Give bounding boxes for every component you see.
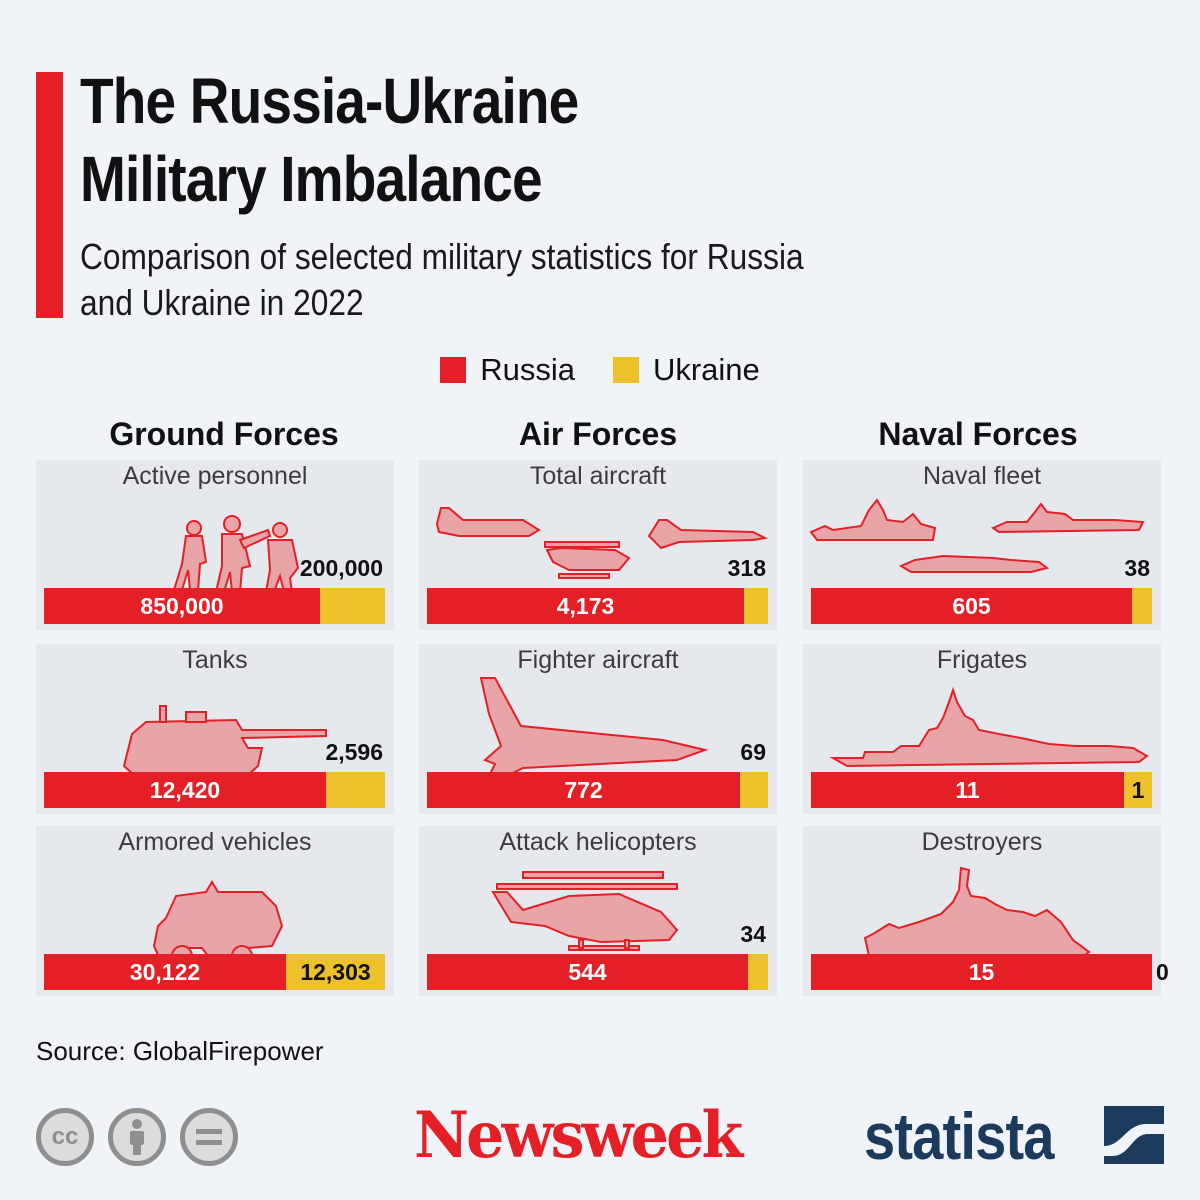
value-label-russia: 850,000	[140, 593, 224, 619]
title-accent-bar	[36, 72, 63, 318]
group-heading-naval: Naval Forces	[878, 416, 1078, 452]
bar-segment-russia	[44, 772, 326, 808]
legend: Russia Ukraine	[0, 352, 1200, 388]
stacked-bar: 12,420 2,596	[44, 739, 385, 808]
value-label-ukraine: 200,000	[299, 555, 383, 581]
bar-segment-ukraine	[744, 588, 768, 624]
bar-segment-ukraine	[320, 588, 385, 624]
bar-segment-ukraine	[1132, 588, 1152, 624]
value-label-russia: 15	[968, 959, 995, 985]
value-label-russia: 4,173	[556, 593, 615, 619]
metric-label: Destroyers	[921, 828, 1043, 856]
title-line-1: The Russia-Ukraine	[80, 65, 579, 137]
no-derivatives-icon	[180, 1108, 238, 1166]
value-label-ukraine: 0	[1156, 959, 1169, 985]
stacked-bar: 605 38	[811, 555, 1152, 624]
value-label-russia: 772	[564, 777, 603, 803]
stacked-bar: 30,122 12,303	[44, 954, 385, 990]
bar-segment-russia	[44, 954, 286, 990]
value-label-russia: 544	[568, 959, 607, 985]
metric-label: Frigates	[936, 646, 1028, 674]
bar-segment-ukraine	[740, 772, 768, 808]
value-label-ukraine: 69	[740, 739, 766, 765]
value-label-ukraine: 318	[727, 555, 766, 581]
value-label-ukraine: 34	[740, 921, 766, 947]
value-label-russia: 30,122	[129, 959, 201, 985]
panel-ground-armored-vehicles: Armored vehicles 30,122 12,303	[36, 826, 394, 996]
title-line-2: Military Imbalance	[80, 143, 543, 215]
bar-segment-ukraine	[748, 954, 768, 990]
bar-segment-ukraine	[1124, 772, 1152, 808]
equals-icon	[196, 1129, 222, 1145]
bar-segment-russia	[811, 588, 1132, 624]
silhouette-naval-0-icon	[809, 498, 1145, 573]
panel-naval-destroyers: Destroyers 15 0	[803, 826, 1169, 996]
group-heading-ground: Ground Forces	[109, 416, 339, 452]
stacked-bar: 4,173 318	[427, 555, 768, 624]
silhouette-air-2-icon	[491, 871, 679, 951]
panel-air-attack-helicopters: Attack helicopters 544 34	[419, 826, 777, 996]
legend-item-ukraine: Ukraine	[612, 352, 760, 388]
value-label-russia: 12,420	[149, 777, 221, 803]
group-heading-air: Air Forces	[518, 416, 678, 452]
cc-icon-text: cc	[51, 1123, 79, 1150]
metric-label: Armored vehicles	[118, 828, 312, 856]
bar-segment-russia	[427, 772, 740, 808]
value-label-ukraine: 2,596	[325, 739, 383, 765]
metric-label: Attack helicopters	[499, 828, 697, 856]
panel-air-fighter-aircraft: Fighter aircraft 772 69	[419, 644, 777, 814]
statista-mark-icon	[1104, 1106, 1164, 1164]
bar-segment-russia	[427, 588, 744, 624]
value-label-ukraine: 12,303	[300, 959, 371, 985]
bar-segment-russia	[811, 772, 1124, 808]
chart-subtitle: Comparison of selected military statisti…	[80, 234, 925, 326]
metric-label: Fighter aircraft	[517, 646, 679, 674]
subtitle-line-2: and Ukraine in 2022	[80, 282, 364, 323]
value-label-russia: 605	[952, 593, 991, 619]
by-attribution-icon	[108, 1108, 166, 1166]
legend-swatch-russia	[440, 357, 467, 383]
subtitle-line-1: Comparison of selected military statisti…	[80, 236, 804, 277]
cc-icon: cc	[36, 1108, 94, 1166]
silhouette-naval-2-icon	[863, 866, 1091, 968]
legend-item-russia: Russia	[440, 352, 575, 388]
statista-logo: statista	[864, 1099, 1054, 1173]
bar-segment-russia	[44, 588, 320, 624]
metric-label: Active personnel	[122, 462, 308, 490]
value-label-ukraine: 1	[1131, 777, 1145, 803]
person-icon	[130, 1119, 144, 1155]
metric-label: Naval fleet	[922, 462, 1042, 490]
metric-label: Tanks	[182, 646, 248, 674]
value-label-russia: 11	[955, 777, 980, 803]
newsweek-logo: Newsweek	[414, 1098, 743, 1173]
legend-label-ukraine: Ukraine	[652, 352, 760, 387]
panel-air-total-aircraft: Total aircraft 4,173 318	[419, 460, 777, 630]
panel-ground-tanks: Tanks 12,420 2,596	[36, 644, 394, 814]
panel-ground-active-personnel: Active personnel 850,000 200,000	[36, 460, 394, 630]
stacked-bar: 544 34	[427, 921, 768, 990]
metric-label: Total aircraft	[529, 462, 667, 490]
source-note: Source: GlobalFirepower	[36, 1036, 324, 1066]
silhouette-air-0-icon	[435, 507, 769, 579]
silhouette-naval-1-icon	[829, 686, 1149, 768]
stacked-bar: 11 1	[811, 772, 1152, 808]
bar-segment-russia	[427, 954, 748, 990]
panel-naval-naval-fleet: Naval fleet 605 38	[803, 460, 1161, 630]
bar-segment-russia	[811, 954, 1152, 990]
value-label-ukraine: 38	[1124, 555, 1150, 581]
bar-segment-ukraine	[286, 954, 385, 990]
legend-swatch-ukraine	[612, 357, 639, 383]
panel-naval-frigates: Frigates 11 1	[803, 644, 1161, 814]
bar-segment-ukraine	[326, 772, 385, 808]
legend-label-russia: Russia	[480, 352, 575, 387]
silhouette-ground-0-icon	[172, 515, 300, 593]
chart-title: The Russia-Ukraine Military Imbalance	[80, 62, 854, 218]
stacked-bar: 15 0	[811, 954, 1169, 990]
stacked-bar: 850,000 200,000	[44, 555, 385, 624]
stacked-bar: 772 69	[427, 739, 768, 808]
